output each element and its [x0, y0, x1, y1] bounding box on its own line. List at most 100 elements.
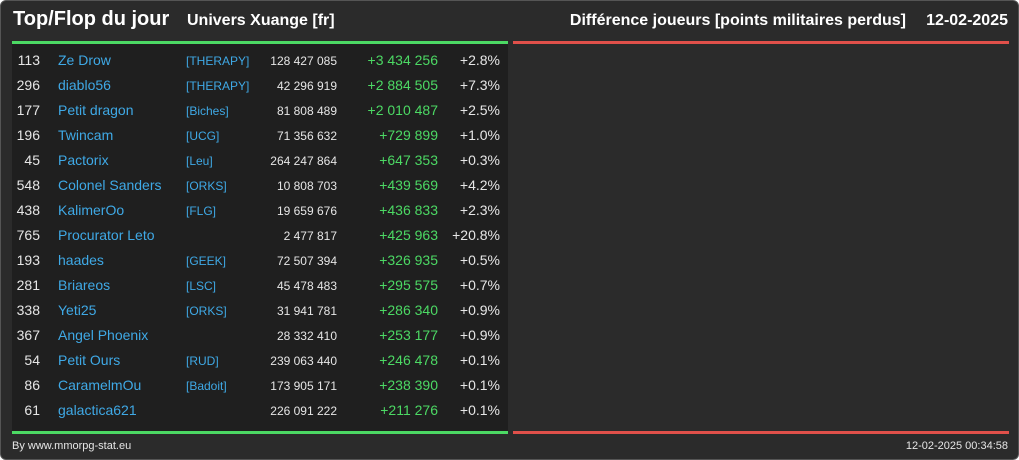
player-name-link[interactable]: diablo56	[58, 77, 111, 93]
percent-change: +0.9%	[459, 302, 500, 318]
player-points: 128 427 085	[270, 54, 337, 68]
table-row: 548 Colonel Sanders [ORKS] 10 808 703 +439 5…	[12, 173, 508, 198]
points-difference: +253 177	[379, 327, 438, 343]
top-players-panel: 113 Ze Drow [THERAPY] 128 427 085 +3 434 256…	[12, 44, 508, 431]
percent-change: +0.3%	[459, 152, 500, 168]
flop-accent-bar-bottom	[513, 431, 1009, 434]
percent-change: +2.3%	[459, 202, 500, 218]
player-points: 72 507 394	[276, 254, 337, 268]
player-rank: 45	[24, 152, 40, 168]
table-row: 367 Angel Phoenix 28 332 410 +253 177 +0.9%	[12, 323, 508, 348]
universe-label: Univers Xuange [fr]	[187, 12, 335, 29]
player-name-link[interactable]: Yeti25	[58, 302, 97, 318]
percent-change: +4.2%	[459, 177, 500, 193]
flop-accent-bar	[513, 41, 1009, 44]
player-points: 2 477 817	[283, 229, 337, 243]
points-difference: +211 276	[380, 402, 438, 418]
player-rank: 367	[16, 327, 40, 343]
player-rank: 548	[16, 177, 40, 193]
points-difference: +295 575	[379, 277, 438, 293]
table-row: 177 Petit dragon [Biches] 81 808 489 +2 010 …	[12, 98, 508, 123]
points-difference: +647 353	[379, 152, 438, 168]
alliance-tag-link[interactable]: [RUD]	[186, 354, 219, 368]
table-row: 765 Procurator Leto 2 477 817 +425 963 +20.8…	[12, 223, 508, 248]
percent-change: +0.1%	[459, 402, 500, 418]
points-difference: +2 010 487	[367, 102, 438, 118]
table-row: 113 Ze Drow [THERAPY] 128 427 085 +3 434 256…	[12, 48, 508, 73]
table-row: 54 Petit Ours [RUD] 239 063 440 +246 478 +0.1…	[12, 348, 508, 373]
player-points: 71 356 632	[276, 129, 337, 143]
alliance-tag-link[interactable]: [ORKS]	[186, 304, 227, 318]
player-points: 264 247 864	[270, 154, 337, 168]
points-difference: +286 340	[379, 302, 438, 318]
points-difference: +326 935	[379, 252, 438, 268]
points-difference: +238 390	[379, 377, 438, 393]
flop-players-panel	[513, 44, 1009, 431]
player-name-link[interactable]: Briareos	[58, 277, 111, 293]
page-title: Top/Flop du jour	[13, 8, 170, 30]
player-name-link[interactable]: Petit dragon	[58, 102, 134, 118]
table-row: 338 Yeti25 [ORKS] 31 941 781 +286 340 +0.9%	[12, 298, 508, 323]
player-points: 10 808 703	[276, 179, 337, 193]
points-difference: +246 478	[379, 352, 438, 368]
alliance-tag-link[interactable]: [GEEK]	[186, 254, 227, 268]
table-row: 281 Briareos [LSC] 45 478 483 +295 575 +0.7%	[12, 273, 508, 298]
alliance-tag-link[interactable]: [UCG]	[186, 129, 220, 143]
table-row: 86 CaramelmOu [Badoit] 173 905 171 +238 390 +…	[12, 373, 508, 398]
date-label: 12-02-2025	[926, 12, 1008, 29]
player-name-link[interactable]: galactica621	[58, 402, 137, 418]
player-points: 28 332 410	[276, 329, 337, 343]
player-rank: 177	[16, 102, 40, 118]
player-points: 239 063 440	[270, 354, 337, 368]
table-row: 438 KalimerOo [FLG] 19 659 676 +436 833 +2.3%	[12, 198, 508, 223]
player-name-link[interactable]: Colonel Sanders	[58, 177, 162, 193]
player-points: 173 905 171	[270, 379, 337, 393]
points-difference: +439 569	[379, 177, 438, 193]
top-accent-bar-bottom	[12, 431, 508, 434]
percent-change: +7.3%	[459, 77, 500, 93]
percent-change: +2.5%	[459, 102, 500, 118]
player-points: 81 808 489	[276, 104, 337, 118]
table-row: 196 Twincam [UCG] 71 356 632 +729 899 +1.0%	[12, 123, 508, 148]
player-rank: 438	[16, 202, 40, 218]
percent-change: +1.0%	[459, 127, 500, 143]
site-credit: By www.mmorpg-stat.eu	[12, 440, 132, 452]
generated-timestamp: 12-02-2025 00:34:58	[905, 440, 1008, 452]
alliance-tag-link[interactable]: [FLG]	[186, 204, 217, 218]
player-points: 31 941 781	[276, 304, 337, 318]
player-name-link[interactable]: Petit Ours	[58, 352, 121, 368]
table-row: 193 haades [GEEK] 72 507 394 +326 935 +0.5%	[12, 248, 508, 273]
points-difference: +425 963	[379, 227, 438, 243]
player-name-link[interactable]: Twincam	[58, 127, 114, 143]
metric-label: Différence joueurs [points militaires pe…	[569, 12, 906, 29]
player-rank: 61	[24, 402, 40, 418]
player-name-link[interactable]: Procurator Leto	[58, 227, 155, 243]
player-name-link[interactable]: KalimerOo	[58, 202, 125, 218]
player-rank: 281	[16, 277, 40, 293]
alliance-tag-link[interactable]: [Leu]	[186, 154, 213, 168]
player-rank: 86	[24, 377, 40, 393]
percent-change: +0.1%	[459, 352, 500, 368]
alliance-tag-link[interactable]: [Biches]	[186, 104, 229, 118]
player-name-link[interactable]: CaramelmOu	[58, 377, 142, 393]
player-name-link[interactable]: Angel Phoenix	[58, 327, 149, 343]
player-points: 19 659 676	[276, 204, 337, 218]
alliance-tag-link[interactable]: [THERAPY]	[186, 54, 250, 68]
player-name-link[interactable]: Pactorix	[58, 152, 109, 168]
alliance-tag-link[interactable]: [LSC]	[186, 279, 217, 293]
table-row: 296 diablo56 [THERAPY] 42 296 919 +2 884 505…	[12, 73, 508, 98]
points-difference: +436 833	[379, 202, 438, 218]
top-players-list: 113 Ze Drow [THERAPY] 128 427 085 +3 434 256…	[12, 48, 508, 423]
player-name-link[interactable]: Ze Drow	[58, 52, 111, 68]
alliance-tag-link[interactable]: [ORKS]	[186, 179, 227, 193]
player-rank: 338	[16, 302, 40, 318]
percent-change: +20.8%	[452, 227, 500, 243]
alliance-tag-link[interactable]: [THERAPY]	[186, 79, 250, 93]
points-difference: +3 434 256	[367, 52, 438, 68]
alliance-tag-link[interactable]: [Badoit]	[186, 379, 227, 393]
points-difference: +2 884 505	[367, 77, 438, 93]
player-name-link[interactable]: haades	[58, 252, 104, 268]
player-rank: 196	[16, 127, 40, 143]
percent-change: +2.8%	[459, 52, 500, 68]
table-row: 45 Pactorix [Leu] 264 247 864 +647 353 +0.3%	[12, 148, 508, 173]
